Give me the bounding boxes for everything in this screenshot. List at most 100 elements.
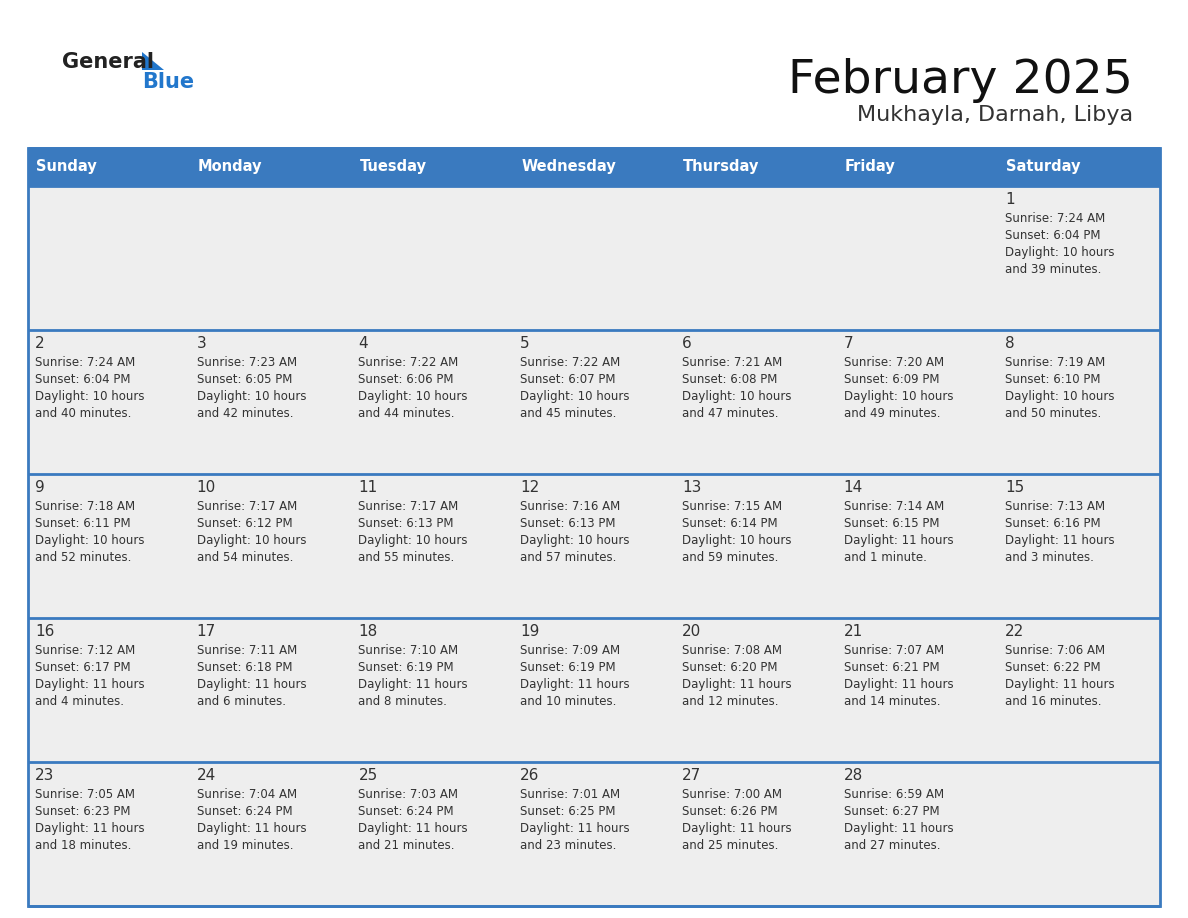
Text: Daylight: 11 hours: Daylight: 11 hours xyxy=(1005,534,1114,547)
Text: Sunrise: 7:00 AM: Sunrise: 7:00 AM xyxy=(682,788,782,801)
Text: Daylight: 11 hours: Daylight: 11 hours xyxy=(682,678,791,691)
Text: 1: 1 xyxy=(1005,192,1015,207)
Text: Sunrise: 7:05 AM: Sunrise: 7:05 AM xyxy=(34,788,135,801)
Bar xyxy=(998,474,1159,618)
Text: Sunset: 6:12 PM: Sunset: 6:12 PM xyxy=(197,517,292,530)
Text: Sunrise: 7:14 AM: Sunrise: 7:14 AM xyxy=(843,500,943,513)
Text: and 19 minutes.: and 19 minutes. xyxy=(197,839,293,852)
Text: and 50 minutes.: and 50 minutes. xyxy=(1005,407,1101,420)
Text: Sunset: 6:24 PM: Sunset: 6:24 PM xyxy=(197,805,292,818)
Text: 3: 3 xyxy=(197,336,207,351)
Bar xyxy=(352,762,513,906)
Text: 5: 5 xyxy=(520,336,530,351)
Text: Tuesday: Tuesday xyxy=(360,160,426,174)
Text: and 1 minute.: and 1 minute. xyxy=(843,551,927,564)
Text: Daylight: 10 hours: Daylight: 10 hours xyxy=(197,534,307,547)
Text: Daylight: 11 hours: Daylight: 11 hours xyxy=(843,822,953,835)
Text: Daylight: 10 hours: Daylight: 10 hours xyxy=(520,390,630,403)
Text: 27: 27 xyxy=(682,768,701,783)
Text: 11: 11 xyxy=(359,480,378,495)
Text: 23: 23 xyxy=(34,768,55,783)
Text: Sunrise: 7:03 AM: Sunrise: 7:03 AM xyxy=(359,788,459,801)
Text: Daylight: 11 hours: Daylight: 11 hours xyxy=(520,678,630,691)
Bar xyxy=(998,618,1159,762)
Text: Saturday: Saturday xyxy=(1006,160,1081,174)
Text: Sunset: 6:17 PM: Sunset: 6:17 PM xyxy=(34,661,131,674)
Bar xyxy=(836,762,998,906)
Text: Sunrise: 7:15 AM: Sunrise: 7:15 AM xyxy=(682,500,782,513)
Text: and 39 minutes.: and 39 minutes. xyxy=(1005,263,1101,276)
Text: Sunrise: 7:11 AM: Sunrise: 7:11 AM xyxy=(197,644,297,657)
Text: Daylight: 11 hours: Daylight: 11 hours xyxy=(34,678,145,691)
Text: Daylight: 10 hours: Daylight: 10 hours xyxy=(197,390,307,403)
Bar xyxy=(190,330,352,474)
Text: 2: 2 xyxy=(34,336,45,351)
Bar xyxy=(836,148,998,186)
Bar xyxy=(675,148,836,186)
Text: 6: 6 xyxy=(682,336,691,351)
Text: Daylight: 11 hours: Daylight: 11 hours xyxy=(682,822,791,835)
Text: Sunset: 6:26 PM: Sunset: 6:26 PM xyxy=(682,805,777,818)
Text: Daylight: 11 hours: Daylight: 11 hours xyxy=(1005,678,1114,691)
Text: 9: 9 xyxy=(34,480,45,495)
Text: Sunday: Sunday xyxy=(36,160,96,174)
Text: Sunset: 6:04 PM: Sunset: 6:04 PM xyxy=(1005,229,1101,242)
Text: Sunset: 6:04 PM: Sunset: 6:04 PM xyxy=(34,373,131,386)
Text: Sunset: 6:14 PM: Sunset: 6:14 PM xyxy=(682,517,777,530)
Text: Sunset: 6:05 PM: Sunset: 6:05 PM xyxy=(197,373,292,386)
Text: Sunrise: 7:24 AM: Sunrise: 7:24 AM xyxy=(34,356,135,369)
Text: 7: 7 xyxy=(843,336,853,351)
Text: February 2025: February 2025 xyxy=(788,58,1133,103)
Text: Mukhayla, Darnah, Libya: Mukhayla, Darnah, Libya xyxy=(857,105,1133,125)
Text: 22: 22 xyxy=(1005,624,1024,639)
Bar xyxy=(998,186,1159,330)
Text: and 55 minutes.: and 55 minutes. xyxy=(359,551,455,564)
Text: and 54 minutes.: and 54 minutes. xyxy=(197,551,293,564)
Bar xyxy=(190,148,352,186)
Bar xyxy=(675,762,836,906)
Text: Daylight: 10 hours: Daylight: 10 hours xyxy=(359,390,468,403)
Text: Sunset: 6:19 PM: Sunset: 6:19 PM xyxy=(520,661,615,674)
Text: Daylight: 11 hours: Daylight: 11 hours xyxy=(359,678,468,691)
Bar xyxy=(675,474,836,618)
Text: Sunset: 6:06 PM: Sunset: 6:06 PM xyxy=(359,373,454,386)
Text: Daylight: 10 hours: Daylight: 10 hours xyxy=(682,534,791,547)
Text: 8: 8 xyxy=(1005,336,1015,351)
Text: Sunset: 6:11 PM: Sunset: 6:11 PM xyxy=(34,517,131,530)
Text: Sunrise: 7:13 AM: Sunrise: 7:13 AM xyxy=(1005,500,1105,513)
Bar xyxy=(998,330,1159,474)
Text: Sunset: 6:25 PM: Sunset: 6:25 PM xyxy=(520,805,615,818)
Text: Daylight: 10 hours: Daylight: 10 hours xyxy=(1005,246,1114,259)
Text: Daylight: 11 hours: Daylight: 11 hours xyxy=(520,822,630,835)
Text: and 49 minutes.: and 49 minutes. xyxy=(843,407,940,420)
Bar xyxy=(513,618,675,762)
Bar xyxy=(836,618,998,762)
Text: Daylight: 11 hours: Daylight: 11 hours xyxy=(197,822,307,835)
Text: Sunrise: 7:18 AM: Sunrise: 7:18 AM xyxy=(34,500,135,513)
Text: Daylight: 11 hours: Daylight: 11 hours xyxy=(197,678,307,691)
Text: Sunset: 6:07 PM: Sunset: 6:07 PM xyxy=(520,373,615,386)
Text: Daylight: 11 hours: Daylight: 11 hours xyxy=(34,822,145,835)
Bar xyxy=(836,186,998,330)
Text: Sunset: 6:08 PM: Sunset: 6:08 PM xyxy=(682,373,777,386)
Text: Daylight: 10 hours: Daylight: 10 hours xyxy=(1005,390,1114,403)
Text: 20: 20 xyxy=(682,624,701,639)
Text: and 16 minutes.: and 16 minutes. xyxy=(1005,695,1101,708)
Text: 10: 10 xyxy=(197,480,216,495)
Text: Monday: Monday xyxy=(197,160,263,174)
Text: and 59 minutes.: and 59 minutes. xyxy=(682,551,778,564)
Text: Sunrise: 7:21 AM: Sunrise: 7:21 AM xyxy=(682,356,782,369)
Text: Daylight: 10 hours: Daylight: 10 hours xyxy=(843,390,953,403)
Text: 4: 4 xyxy=(359,336,368,351)
Text: 12: 12 xyxy=(520,480,539,495)
Text: Sunset: 6:20 PM: Sunset: 6:20 PM xyxy=(682,661,777,674)
Text: Sunrise: 7:19 AM: Sunrise: 7:19 AM xyxy=(1005,356,1106,369)
Text: Sunrise: 7:23 AM: Sunrise: 7:23 AM xyxy=(197,356,297,369)
Text: and 45 minutes.: and 45 minutes. xyxy=(520,407,617,420)
Text: Sunrise: 7:06 AM: Sunrise: 7:06 AM xyxy=(1005,644,1105,657)
Text: and 14 minutes.: and 14 minutes. xyxy=(843,695,940,708)
Text: Wednesday: Wednesday xyxy=(522,160,615,174)
Bar xyxy=(29,618,190,762)
Text: 17: 17 xyxy=(197,624,216,639)
Text: Sunset: 6:24 PM: Sunset: 6:24 PM xyxy=(359,805,454,818)
